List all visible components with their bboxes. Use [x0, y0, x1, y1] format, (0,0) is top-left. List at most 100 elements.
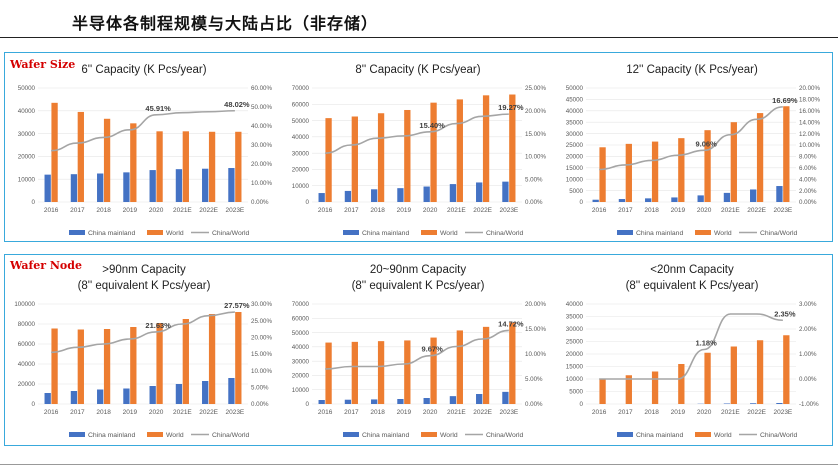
bar-china-mainland: [149, 170, 156, 202]
wafer-size-panel: [4, 52, 833, 242]
legend-swatch-world: [421, 230, 437, 235]
data-label: 27.57%: [224, 301, 250, 310]
x-tick-label: 2019: [123, 207, 138, 214]
y2-tick-label: 30.00%: [251, 301, 272, 308]
y2-tick-label: 5.00%: [525, 376, 543, 383]
bar-world: [678, 138, 685, 202]
y-tick-label: 30000: [292, 150, 310, 157]
legend-label-ratio: China/World: [486, 432, 523, 439]
legend-swatch-world: [147, 230, 163, 235]
x-tick-label: 2018: [370, 207, 385, 214]
legend-swatch-china: [617, 230, 633, 235]
bar-world: [704, 352, 711, 404]
y-tick-label: 15000: [566, 165, 584, 172]
bar-world: [103, 329, 111, 404]
bar-china-mainland: [476, 394, 483, 404]
y2-tick-label: 10.00%: [251, 368, 272, 375]
legend-label-ratio: China/World: [760, 230, 797, 237]
x-tick-label: 2022E: [473, 409, 492, 416]
bar-world: [156, 131, 163, 202]
data-label: 9.67%: [421, 345, 443, 354]
x-tick-label: 2019: [397, 207, 412, 214]
bar-china-mainland: [202, 168, 209, 202]
bar-china-mainland: [175, 169, 183, 202]
bar-china-mainland: [371, 189, 378, 202]
y2-tick-label: 10.00%: [525, 154, 546, 161]
data-label: 2.35%: [774, 309, 796, 318]
y-tick-label: 5000: [569, 389, 583, 396]
y2-tick-label: 0.00%: [799, 199, 817, 206]
chart-title: 20~90nm Capacity: [370, 264, 466, 276]
wafer-node-panel: [4, 254, 833, 446]
line-china-world: [325, 329, 509, 370]
bar-china-mainland: [70, 391, 78, 404]
legend-label-world: World: [714, 230, 732, 237]
x-tick-label: 2021E: [173, 207, 192, 214]
bar-china-mainland: [70, 174, 78, 202]
legend-label-china: China mainland: [636, 230, 683, 237]
y2-tick-label: 15.00%: [251, 351, 272, 358]
line-china-world: [51, 311, 235, 354]
bar-china-mainland: [318, 193, 325, 202]
bar-world: [182, 319, 189, 404]
bar-world: [625, 143, 632, 202]
bar-world: [235, 131, 242, 202]
y-tick-label: 0: [32, 401, 36, 408]
bar-world: [103, 118, 111, 202]
legend-swatch-world: [421, 432, 437, 437]
y-tick-label: 100000: [14, 301, 35, 308]
y-tick-label: 80000: [18, 321, 36, 328]
x-tick-label: 2022E: [747, 207, 766, 214]
line-china-world: [599, 313, 783, 380]
x-tick-label: 2017: [70, 409, 85, 416]
bar-world: [651, 371, 659, 404]
y2-tick-label: 1.00%: [799, 351, 817, 358]
y2-tick-label: 40.00%: [251, 123, 272, 130]
y-tick-label: 20000: [292, 167, 310, 174]
bar-china-mainland: [618, 199, 626, 202]
bar-china-mainland: [149, 386, 156, 404]
bar-china-mainland: [476, 182, 483, 202]
bar-china-mainland: [228, 378, 235, 404]
bar-china-mainland: [776, 186, 783, 202]
y2-tick-label: 14.00%: [799, 119, 820, 126]
chart-20-90nm-capacity: 20~90nm Capacity (8'' equivalent K Pcs/ye…: [292, 264, 547, 439]
x-tick-label: 2018: [644, 409, 659, 416]
bar-world: [783, 335, 790, 404]
bar-china-mainland: [344, 190, 352, 202]
bar-world: [482, 95, 490, 202]
legend-swatch-china: [617, 432, 633, 437]
x-tick-label: 2023E: [499, 409, 518, 416]
y2-tick-label: 60.00%: [251, 85, 272, 92]
x-tick-label: 2018: [96, 207, 111, 214]
y2-tick-label: 20.00%: [251, 335, 272, 342]
y2-tick-label: -1.00%: [799, 401, 819, 408]
y-tick-label: 0: [306, 199, 310, 206]
y-tick-label: 40000: [18, 108, 36, 115]
y2-tick-label: 20.00%: [525, 108, 546, 115]
legend-label-china: China mainland: [362, 432, 409, 439]
y2-tick-label: 5.00%: [251, 385, 269, 392]
x-tick-label: 2021E: [447, 207, 466, 214]
x-tick-label: 2018: [644, 207, 659, 214]
y-tick-label: 30000: [566, 326, 584, 333]
x-tick-label: 2020: [697, 409, 712, 416]
bar-china-mainland: [44, 174, 51, 202]
bar-china-mainland: [423, 398, 430, 404]
y-tick-label: 10000: [18, 176, 36, 183]
bar-world: [456, 99, 463, 202]
bar-world: [509, 322, 516, 404]
y2-tick-label: 6.00%: [799, 165, 817, 172]
bar-world: [430, 337, 437, 404]
bar-world: [599, 147, 606, 202]
bar-world: [377, 113, 385, 202]
y2-tick-label: 25.00%: [525, 85, 546, 92]
bar-china-mainland: [97, 389, 104, 404]
bar-china-mainland: [123, 388, 130, 404]
data-label: 48.02%: [224, 100, 250, 109]
y2-tick-label: 8.00%: [799, 154, 817, 161]
chart-12inch-capacity: 12'' Capacity (K Pcs/year) 0 5000 10000 1500…: [566, 64, 821, 237]
y-tick-label: 40000: [566, 108, 584, 115]
y-tick-label: 60000: [292, 315, 310, 322]
legend-swatch-china: [343, 230, 359, 235]
